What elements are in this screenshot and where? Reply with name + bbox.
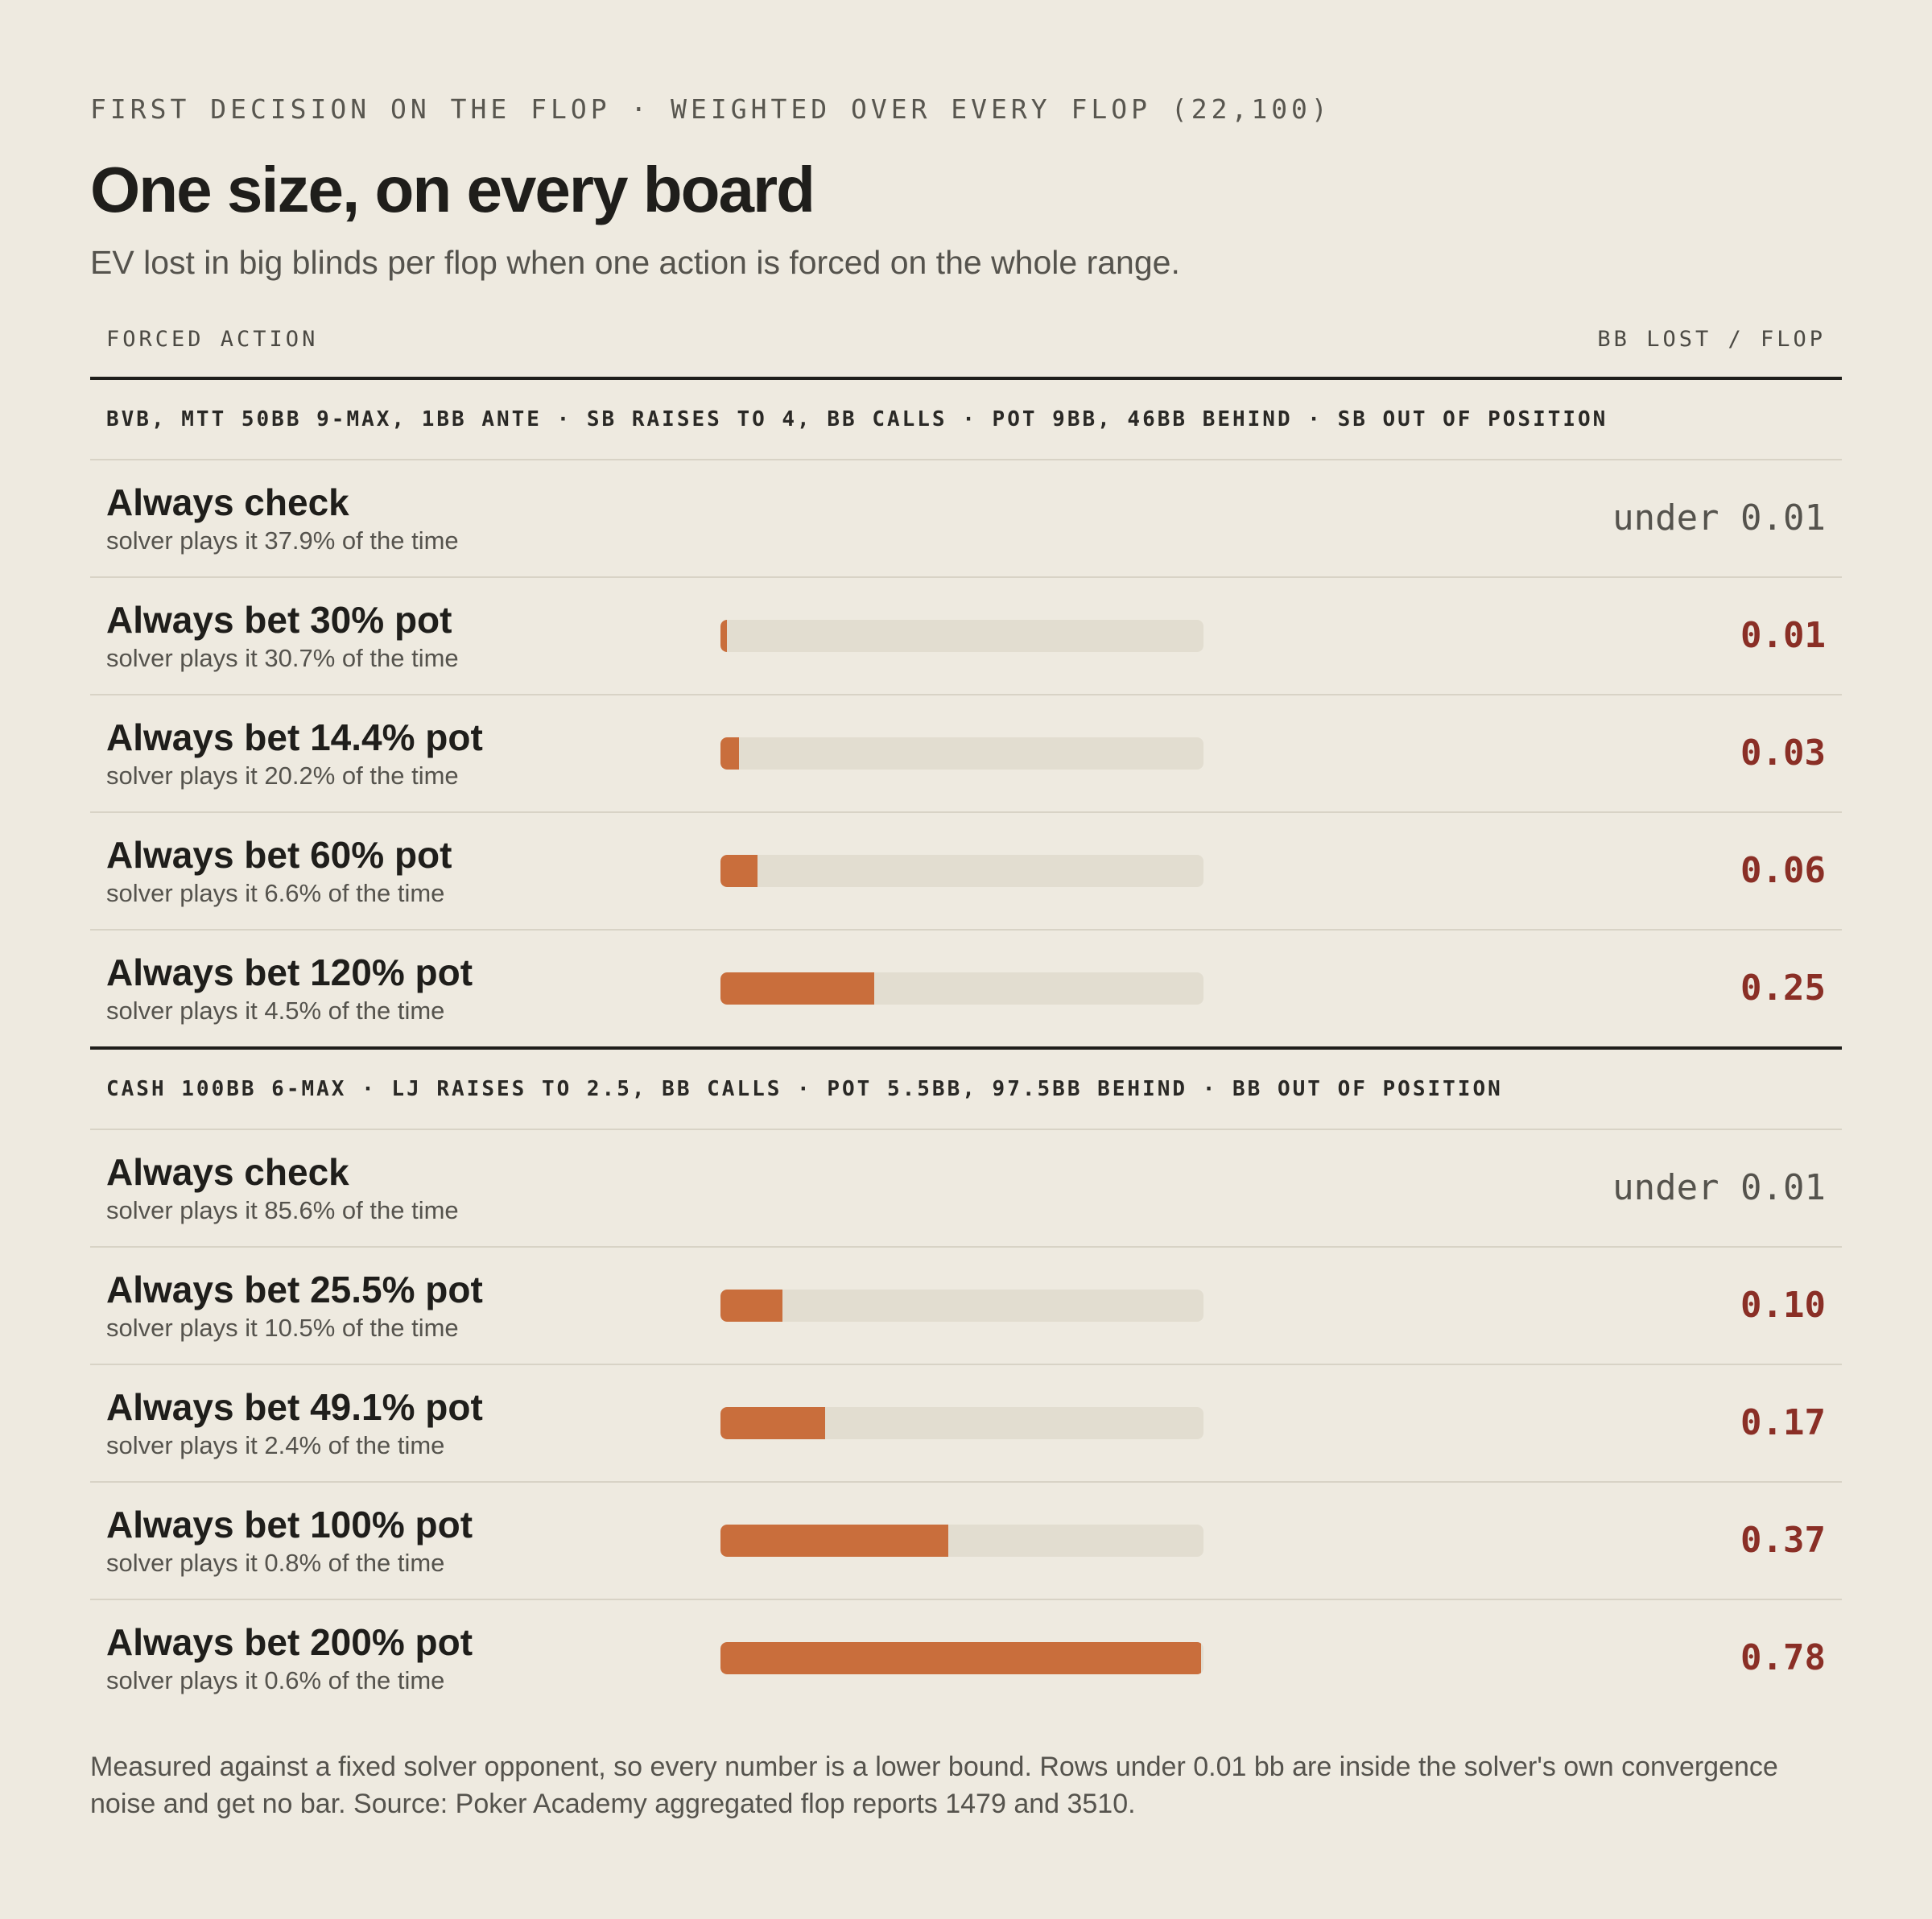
row-action-label: Always bet 100% pot	[106, 1504, 473, 1546]
kicker: FIRST DECISION ON THE FLOP · WEIGHTED OV…	[90, 93, 1331, 125]
row-action-label: Always bet 30% pot	[106, 599, 452, 641]
row-value-label: 0.17	[1740, 1402, 1826, 1443]
row-action-label: Always bet 49.1% pot	[106, 1386, 483, 1428]
bar	[720, 620, 727, 652]
bar-track	[720, 972, 1203, 1005]
row-action-label: Always check	[106, 481, 349, 523]
chart-groups: BVB, MTT 50BB 9-MAX, 1BB ANTE · SB RAISE…	[90, 380, 1842, 1716]
row-action-label: Always bet 200% pot	[106, 1621, 473, 1663]
row-value-label: 0.78	[1740, 1637, 1826, 1678]
bar	[720, 1525, 948, 1557]
chart-card: FIRST DECISION ON THE FLOP · WEIGHTED OV…	[90, 90, 1842, 1822]
group-label: BVB, MTT 50BB 9-MAX, 1BB ANTE · SB RAISE…	[90, 380, 1842, 460]
bar-track	[720, 1290, 1203, 1322]
row-action-label: Always bet 120% pot	[106, 951, 473, 993]
footnote: Measured against a fixed solver opponent…	[90, 1752, 1778, 1819]
bar-row: Always bet 25.5% pot solver plays it 10.5…	[90, 1248, 1842, 1365]
row-frequency-label: solver plays it 20.2% of the time	[106, 761, 459, 790]
chart-subtitle: EV lost in big blinds per flop when one …	[90, 244, 1180, 281]
bar-row: Always bet 60% pot solver plays it 6.6% o…	[90, 813, 1842, 931]
bar-row: Always bet 120% pot solver plays it 4.5% …	[90, 931, 1842, 1046]
column-header: FORCED ACTION BB LOST / FLOP	[90, 319, 1842, 380]
bar	[720, 1407, 825, 1439]
row-value-label: 0.01	[1740, 615, 1826, 656]
bar-row: Always check solver plays it 37.9% of the…	[90, 460, 1842, 578]
bar-track	[720, 1407, 1203, 1439]
bar-row: Always check solver plays it 85.6% of the…	[90, 1130, 1842, 1248]
row-value-label: 0.10	[1740, 1285, 1826, 1326]
bar-track	[720, 855, 1203, 887]
bar-row: Always bet 14.4% pot solver plays it 20.2…	[90, 695, 1842, 813]
bar-track	[720, 1642, 1203, 1674]
row-frequency-label: solver plays it 4.5% of the time	[106, 997, 445, 1025]
chart-title: One size, on every board	[90, 154, 815, 225]
group-label: CASH 100BB 6-MAX · LJ RAISES TO 2.5, BB …	[90, 1050, 1842, 1130]
row-action-label: Always check	[106, 1151, 349, 1193]
bar	[720, 972, 874, 1005]
row-frequency-label: solver plays it 2.4% of the time	[106, 1431, 445, 1459]
row-frequency-label: solver plays it 6.6% of the time	[106, 879, 445, 907]
bar-row: Always bet 200% pot solver plays it 0.6% …	[90, 1600, 1842, 1716]
bar-track	[720, 620, 1203, 652]
bar-row: Always bet 30% pot solver plays it 30.7% …	[90, 578, 1842, 695]
row-value-label: 0.06	[1740, 850, 1826, 891]
row-value-label: under 0.01	[1612, 1167, 1826, 1208]
row-frequency-label: solver plays it 0.8% of the time	[106, 1549, 445, 1577]
bar-track	[720, 737, 1203, 770]
bar-row: Always bet 100% pot solver plays it 0.8% …	[90, 1483, 1842, 1600]
row-value-label: 0.37	[1740, 1520, 1826, 1561]
row-action-label: Always bet 25.5% pot	[106, 1269, 483, 1310]
row-action-label: Always bet 14.4% pot	[106, 716, 483, 758]
bar	[720, 1290, 782, 1322]
row-frequency-label: solver plays it 30.7% of the time	[106, 644, 459, 672]
column-header-left: FORCED ACTION	[106, 327, 319, 352]
row-frequency-label: solver plays it 0.6% of the time	[106, 1666, 445, 1694]
row-frequency-label: solver plays it 37.9% of the time	[106, 526, 459, 555]
row-value-label: 0.25	[1740, 968, 1826, 1009]
bar-row: Always bet 49.1% pot solver plays it 2.4%…	[90, 1365, 1842, 1483]
row-action-label: Always bet 60% pot	[106, 834, 452, 876]
bar-track	[720, 1525, 1203, 1557]
bar	[720, 855, 758, 887]
column-header-right: BB LOST / FLOP	[1597, 327, 1826, 352]
row-frequency-label: solver plays it 10.5% of the time	[106, 1314, 459, 1342]
bar	[720, 1642, 1201, 1674]
group-divider	[90, 1046, 1842, 1050]
row-value-label: under 0.01	[1612, 497, 1826, 539]
bar	[720, 737, 739, 770]
row-value-label: 0.03	[1740, 733, 1826, 774]
row-frequency-label: solver plays it 85.6% of the time	[106, 1196, 459, 1224]
